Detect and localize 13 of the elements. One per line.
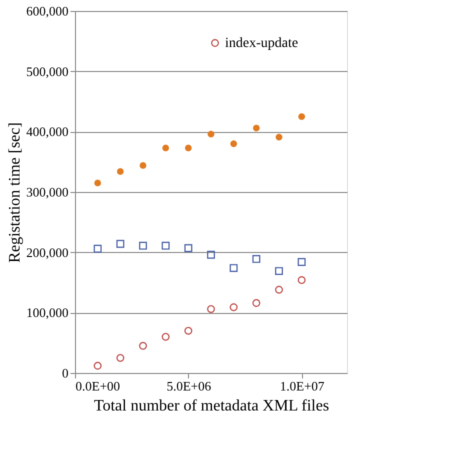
y-tick-label: 600,000 <box>26 4 68 18</box>
x-tick-label: 0.0E+00 <box>76 378 120 394</box>
y-tick-label: 200,000 <box>26 244 68 260</box>
y-axis-title: Registation time [sec] <box>6 122 24 263</box>
legend-label: index-update <box>225 36 298 51</box>
y-tick-label: 0 <box>62 366 68 380</box>
y-tick-label: 500,000 <box>26 64 68 79</box>
x-axis-title: Total number of metadata XML files <box>94 398 330 414</box>
x-tick-label: 1.0E+07 <box>280 378 325 394</box>
y-tick-label: 100,000 <box>26 305 68 320</box>
y-tick-label: 400,000 <box>26 124 68 140</box>
x-tick-label: 5.0E+06 <box>166 378 212 394</box>
y-tick-label: 300,000 <box>26 184 68 200</box>
